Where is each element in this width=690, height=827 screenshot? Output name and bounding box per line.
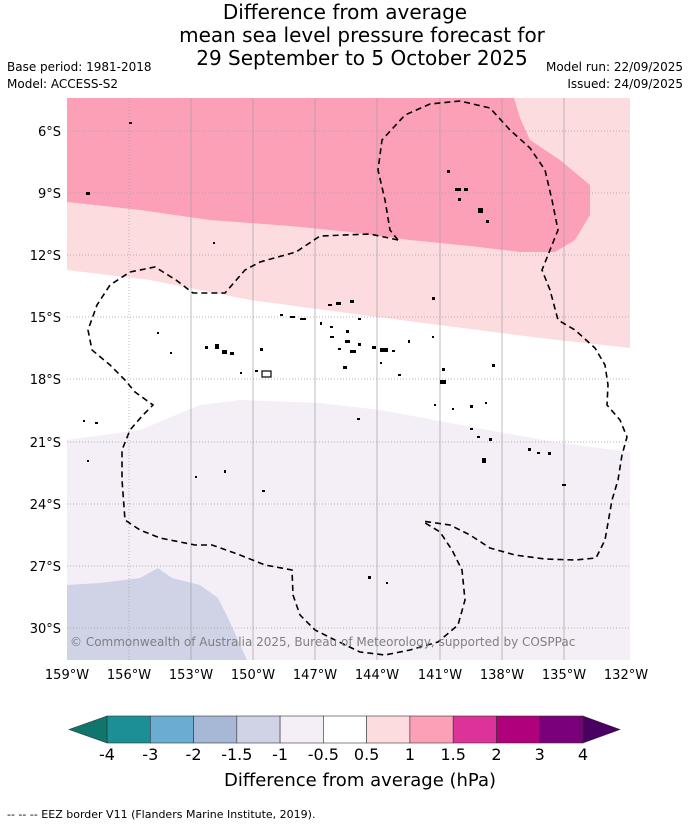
colorbar-tick-label: 3 (534, 745, 545, 764)
colorbar-segment (323, 715, 367, 744)
lon-label: 153°W (169, 668, 213, 683)
colorbar-segment (539, 715, 584, 744)
islands (83, 122, 566, 584)
lat-label: 18°S (30, 373, 61, 388)
latitude-labels: 6°S 9°S 12°S 15°S 18°S 21°S 24°S 27°S 30… (30, 125, 61, 637)
lat-label: 21°S (30, 436, 61, 451)
chart-title: Difference from average mean sea level p… (0, 1, 690, 70)
lat-label: 12°S (30, 249, 61, 264)
colorbar-low-extension (68, 715, 108, 744)
lon-label: 156°W (107, 668, 151, 683)
colorbar-tick-label: -3 (142, 745, 159, 764)
lon-label: 141°W (418, 668, 462, 683)
colorbar-tick-label: -0.5 (307, 745, 339, 764)
issued-date: Issued: 24/09/2025 (567, 77, 683, 91)
colorbar-tick-label: 0.5 (353, 745, 380, 764)
colorbar-tick-label: -4 (99, 745, 115, 764)
lat-label: 6°S (38, 125, 61, 140)
lon-label: 144°W (355, 668, 399, 683)
colorbar (68, 715, 621, 744)
band-neg-1 (67, 568, 247, 660)
model-name: Model: ACCESS-S2 (7, 77, 119, 91)
colorbar-segment (409, 715, 454, 744)
colorbar-segment (106, 715, 151, 744)
base-period: Base period: 1981-2018 (7, 60, 152, 74)
lat-label: 30°S (30, 622, 61, 637)
longitude-labels: 159°W 156°W 153°W 150°W 147°W 144°W 141°… (45, 668, 648, 683)
meta-right: Model run: 22/09/2025 Issued: 24/09/2025 (546, 59, 683, 93)
title-line-3: 29 September to 5 October 2025 (196, 46, 528, 70)
meta-left: Base period: 1981-2018 Model: ACCESS-S2 (7, 59, 152, 93)
colorbar-segment (279, 715, 324, 744)
copyright-notice: © Commonwealth of Australia 2025, Bureau… (70, 635, 575, 649)
colorbar-segment (149, 715, 194, 744)
eez-legend: -- -- -- EEZ border V11 (Flanders Marine… (7, 808, 316, 821)
model-run: Model run: 22/09/2025 (545, 60, 683, 74)
gridlines (67, 98, 630, 660)
lat-label: 15°S (30, 311, 61, 326)
lon-label: 147°W (293, 668, 337, 683)
lon-label: 159°W (45, 668, 89, 683)
colorbar-segment (193, 715, 238, 744)
band-pos-1 (67, 98, 590, 252)
colorbar-tick-label: -2 (185, 745, 202, 764)
colorbar-tick-label: -1 (272, 745, 289, 764)
lon-label: 135°W (542, 668, 586, 683)
lat-label: 24°S (30, 498, 61, 513)
colorbar-segment (452, 715, 497, 744)
colorbar-tick-label: 4 (577, 745, 589, 764)
colorbar-tick-label: 1 (404, 745, 415, 764)
title-line-2: mean sea level pressure forecast for (179, 23, 545, 47)
lon-label: 138°W (480, 668, 524, 683)
colorbar-tick-label: -1.5 (221, 745, 253, 764)
colorbar-segment (496, 715, 541, 744)
colorbar-tick-label: 2 (491, 745, 502, 764)
lat-label: 27°S (30, 560, 61, 575)
lon-label: 132°W (604, 668, 648, 683)
map-area: © Commonwealth of Australia 2025, Bureau… (67, 98, 630, 660)
title-line-1: Difference from average (222, 0, 468, 24)
lon-label: 150°W (231, 668, 275, 683)
lat-label: 9°S (38, 187, 61, 202)
colorbar-tick-label: 1.5 (440, 745, 466, 764)
colorbar-high-extension (582, 715, 621, 744)
colorbar-segment (366, 715, 411, 744)
colorbar-segment (236, 715, 281, 744)
eez-borders (87, 100, 628, 656)
colorbar-title: Difference from average (hPa) (223, 770, 497, 791)
